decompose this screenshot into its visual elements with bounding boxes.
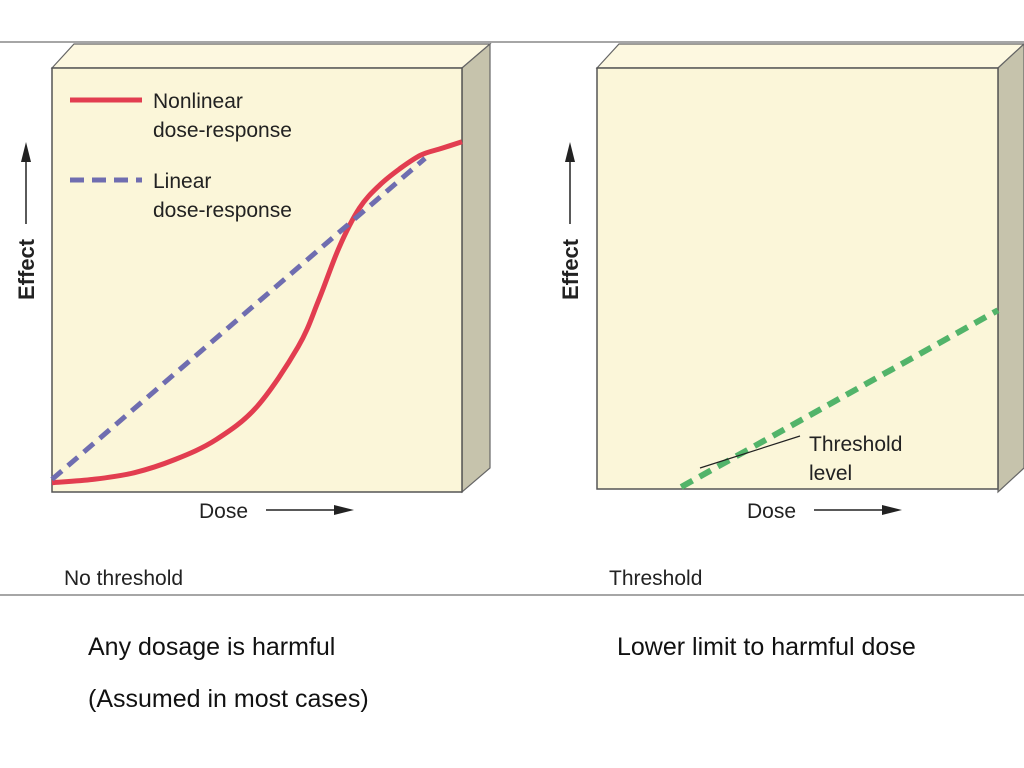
series-0-line bbox=[679, 307, 1000, 490]
threshold-annotation-line1: Threshold bbox=[809, 433, 902, 456]
legend-label-nonlinear-line2: dose-response bbox=[153, 119, 292, 142]
panel-label-no-threshold: No threshold bbox=[64, 567, 183, 590]
plot-area bbox=[596, 67, 999, 490]
caption-right-line1: Lower limit to harmful dose bbox=[617, 633, 916, 661]
panel-threshold: Threshold level Effect Dose Threshold bbox=[558, 43, 1024, 590]
caption-left-line2: (Assumed in most cases) bbox=[88, 685, 369, 713]
caption-left-line1: Any dosage is harmful bbox=[88, 633, 336, 661]
y-axis-arrow-head bbox=[21, 142, 31, 162]
x-axis-label: Dose bbox=[199, 500, 248, 523]
panel-box-top bbox=[50, 43, 492, 69]
y-axis-arrow-head bbox=[565, 142, 575, 162]
legend-label-linear-line1: Linear bbox=[153, 170, 211, 193]
x-axis-label: Dose bbox=[747, 500, 796, 523]
panel-no-threshold: Nonlinear dose-response Linear dose-resp… bbox=[14, 42, 492, 590]
x-axis-arrow-head bbox=[882, 505, 902, 515]
linear-dose-response-line bbox=[50, 156, 427, 482]
nonlinear-dose-response-line bbox=[51, 139, 463, 486]
panel-label-threshold: Threshold bbox=[609, 567, 702, 590]
legend-label-nonlinear-line1: Nonlinear bbox=[153, 90, 243, 113]
threshold-annotation-line2: level bbox=[809, 462, 852, 485]
panel-box-top bbox=[595, 43, 1024, 69]
panel-box-side bbox=[997, 43, 1024, 494]
x-axis-arrow-head bbox=[334, 505, 354, 515]
y-axis-label: Effect bbox=[14, 238, 39, 300]
threshold-pointer-line bbox=[699, 435, 801, 469]
legend-label-linear-line2: dose-response bbox=[153, 199, 292, 222]
panel-box-side bbox=[461, 42, 491, 494]
plot-series-group bbox=[50, 139, 463, 486]
plot-series-group bbox=[679, 307, 1000, 490]
y-axis-label: Effect bbox=[558, 238, 583, 300]
